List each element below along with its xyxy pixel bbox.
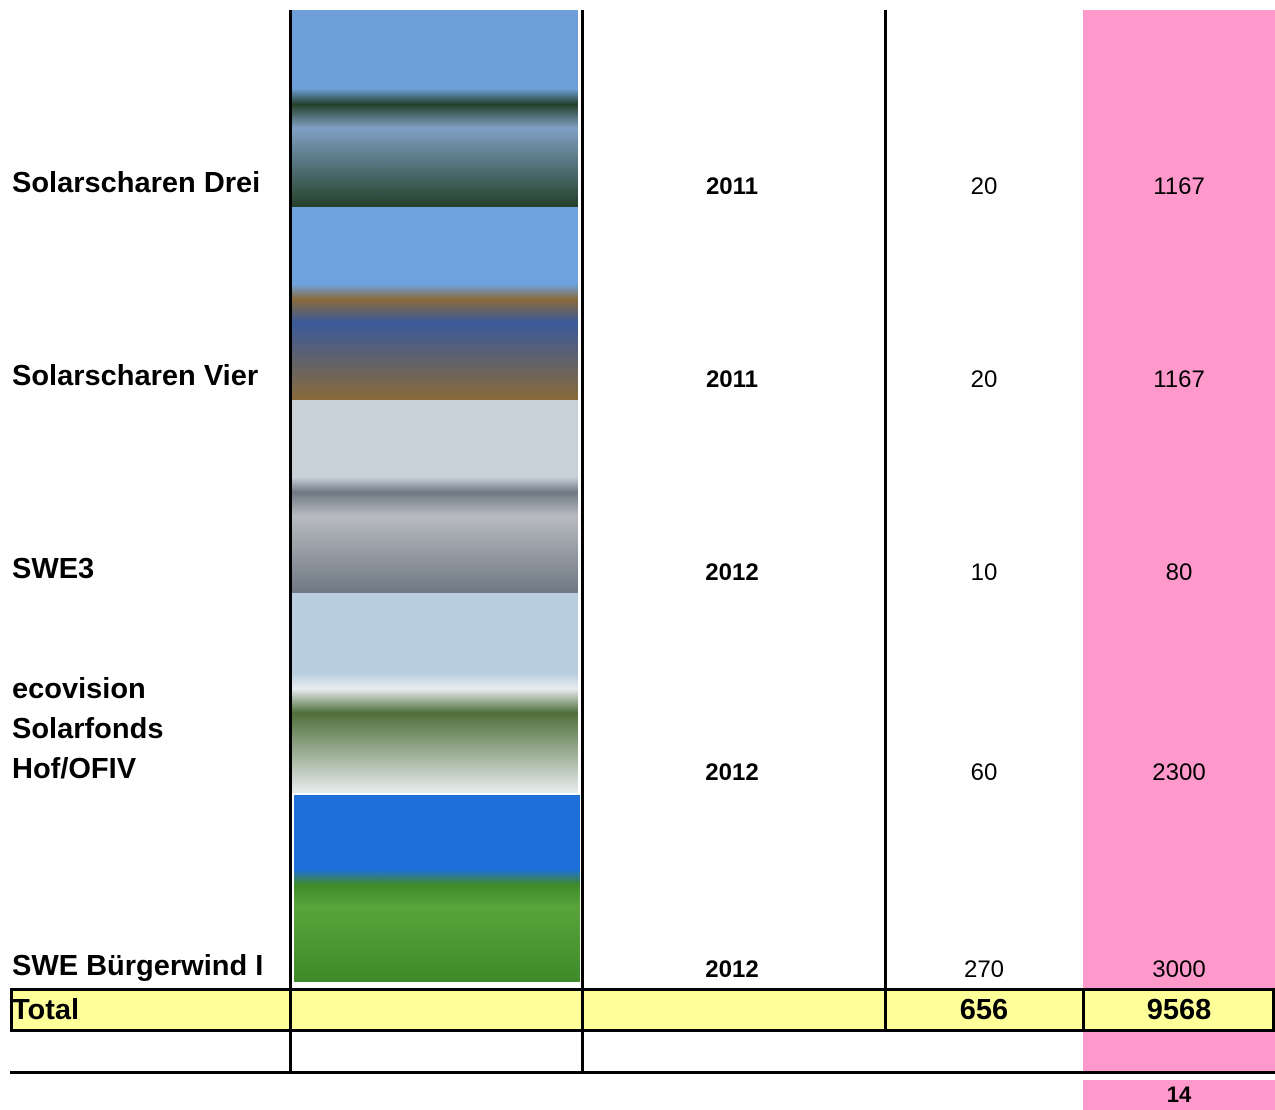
row-name: SWE Bürgerwind I <box>12 950 264 982</box>
row-year: 2011 <box>705 366 759 393</box>
row-name: Solarscharen Drei <box>12 167 261 199</box>
footer-value: 14 <box>1166 1082 1192 1107</box>
row-name: ecovision Solarfonds Hof/OFIV <box>12 673 164 785</box>
photo <box>290 400 578 593</box>
row-value: 1167 <box>1153 366 1205 393</box>
total-count: 656 <box>959 993 1009 1026</box>
total-value: 9568 <box>1146 993 1212 1026</box>
row-year: 2012 <box>705 559 759 586</box>
border <box>10 990 13 1032</box>
row-value: 80 <box>1165 559 1193 586</box>
photo <box>290 207 578 400</box>
total-label: Total <box>12 993 80 1026</box>
border <box>10 1029 1275 1032</box>
row-year: 2012 <box>705 956 759 983</box>
row-count: 10 <box>970 559 998 586</box>
border <box>884 10 887 1030</box>
row-year: 2012 <box>705 759 759 786</box>
row-year: 2011 <box>705 173 759 200</box>
border <box>581 10 584 1072</box>
photo <box>290 10 578 207</box>
row-count: 270 <box>963 956 1005 983</box>
row-count: 20 <box>970 173 998 200</box>
row-count: 60 <box>970 759 998 786</box>
row-value: 3000 <box>1152 956 1206 983</box>
border <box>10 988 1275 991</box>
highlight-cell <box>1083 1080 1275 1110</box>
row-value: 2300 <box>1152 759 1206 786</box>
border <box>1272 990 1275 1032</box>
border <box>10 1071 1275 1074</box>
border <box>289 10 292 1072</box>
highlight-column <box>1083 10 1275 1072</box>
row-value: 1167 <box>1153 173 1205 200</box>
row-count: 20 <box>970 366 998 393</box>
row-name: SWE3 <box>12 553 95 585</box>
photo <box>290 593 578 793</box>
photo <box>294 795 580 982</box>
border <box>1082 990 1085 1032</box>
total-row <box>10 990 1275 1030</box>
row-name: Solarscharen Vier <box>12 360 259 392</box>
